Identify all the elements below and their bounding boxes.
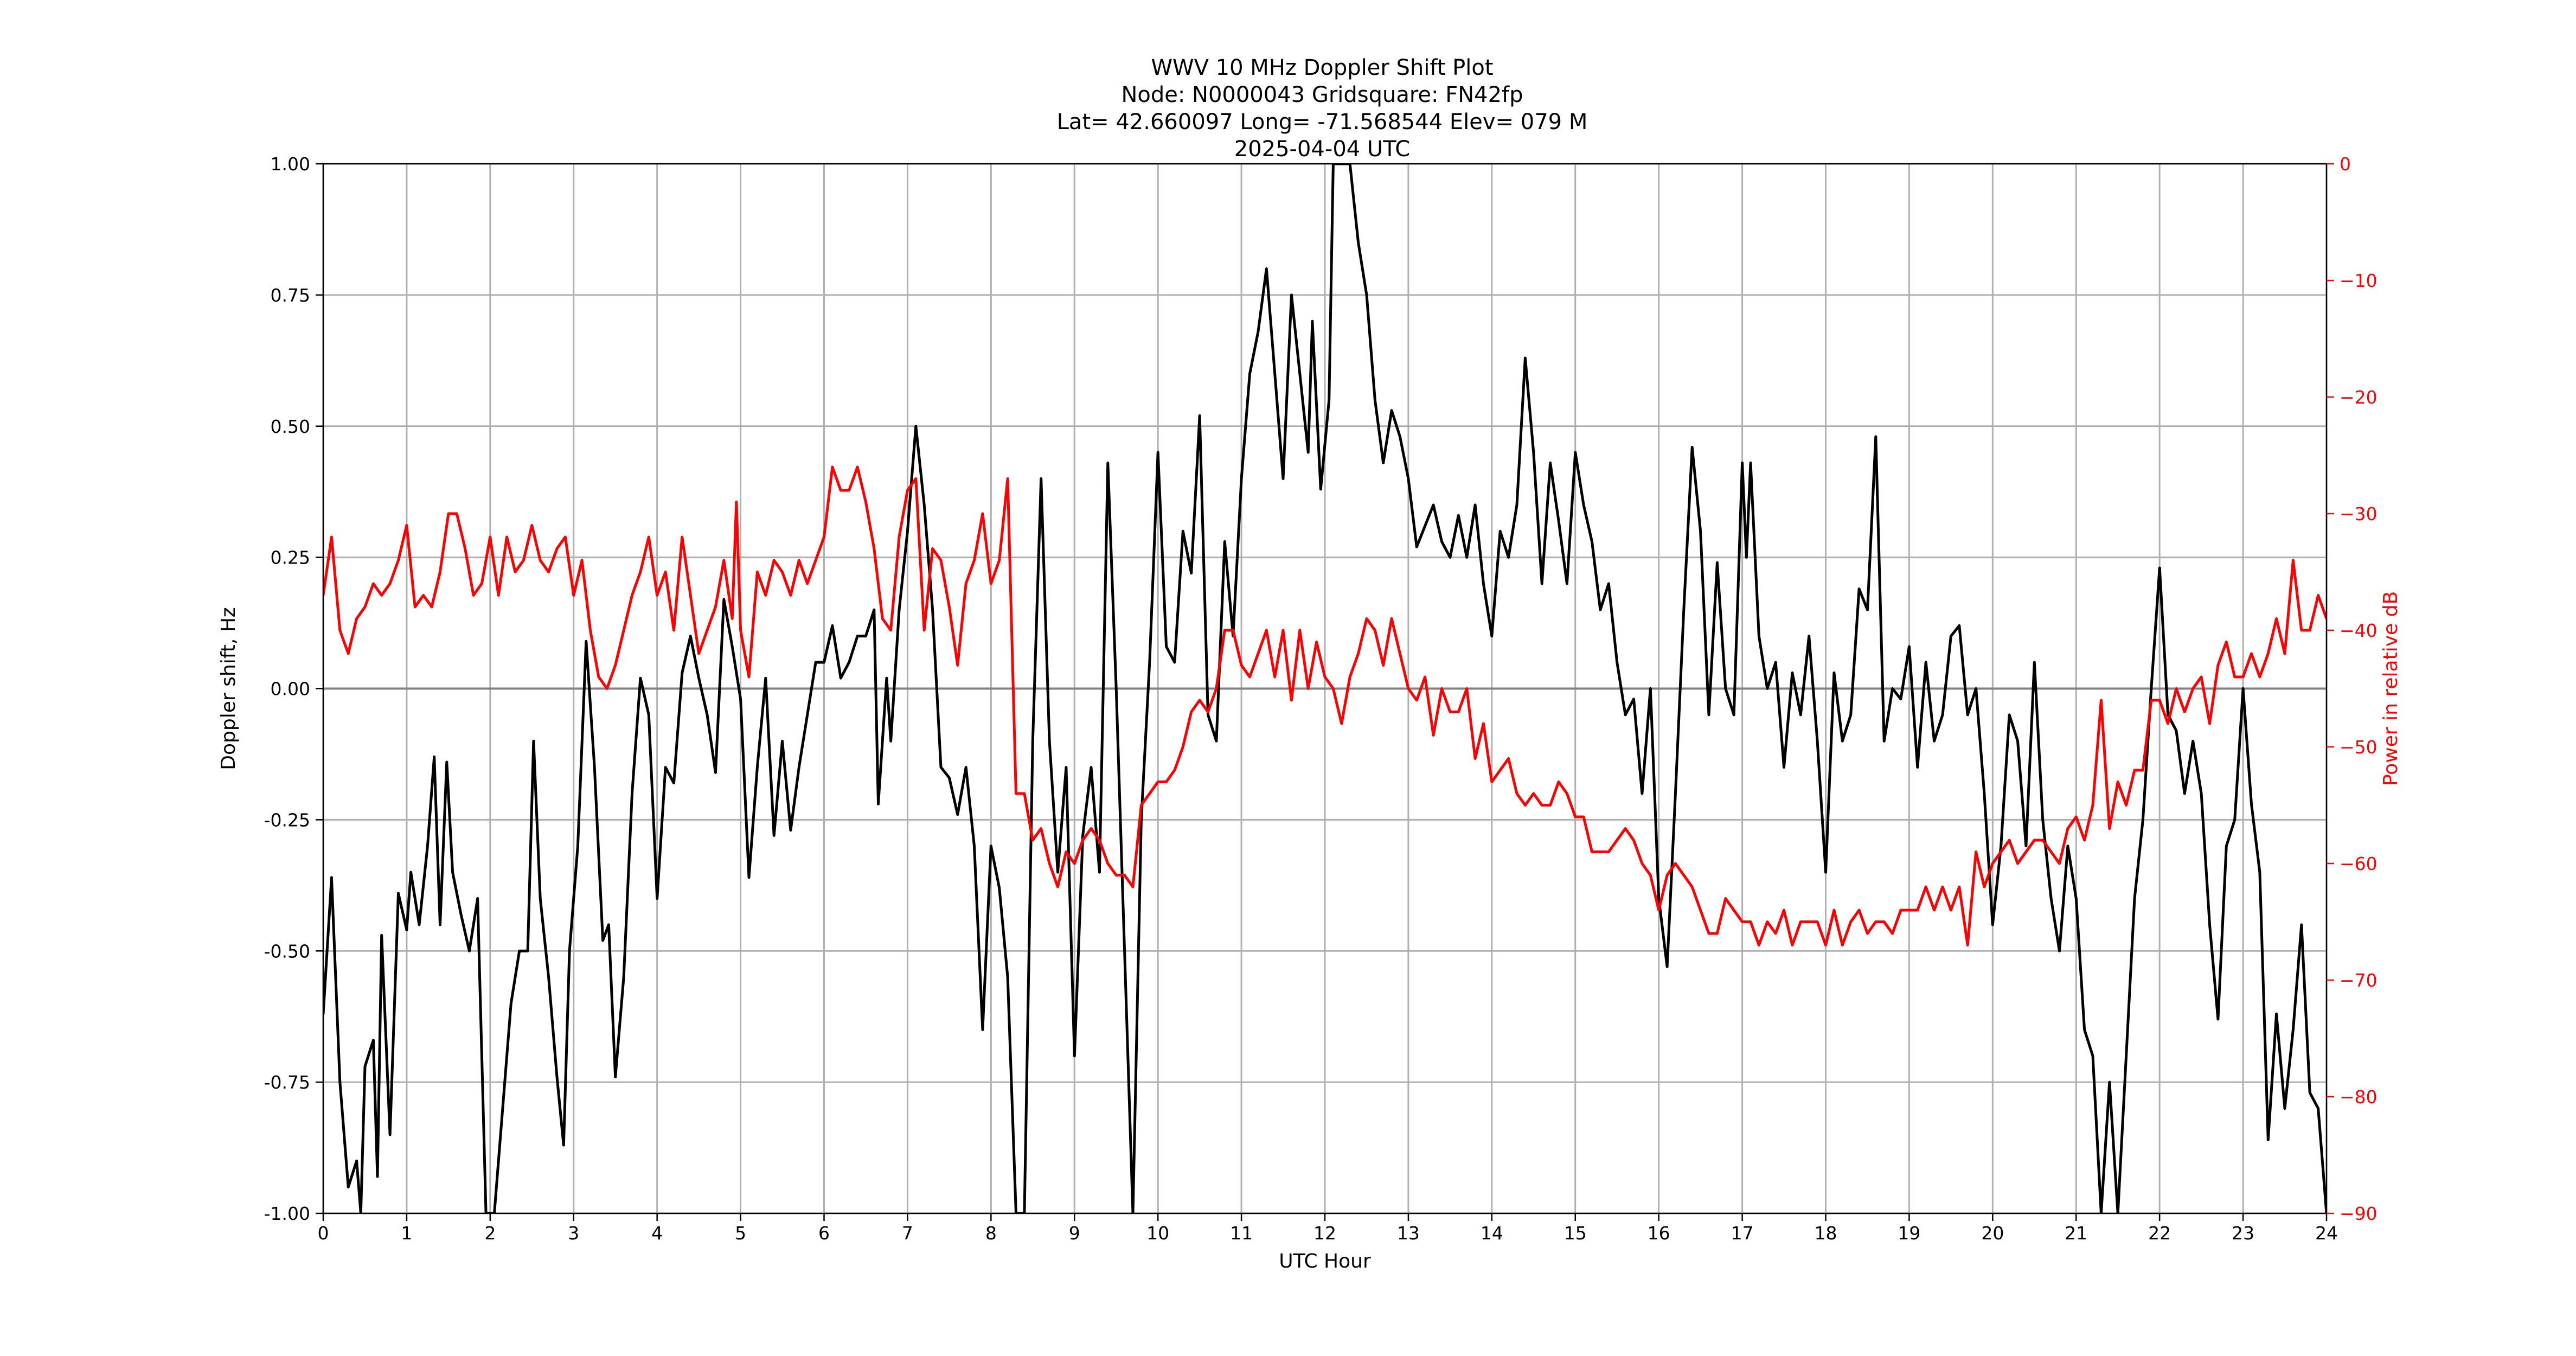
left-y-axis-ticks: -1.00 -0.75 -0.50 -0.25 0.00 0.25 0.50 0.75 1.00 [264, 153, 323, 1224]
power-line [323, 465, 2327, 946]
right-y-tick-label: −60 [2340, 853, 2378, 874]
x-tick-label: 8 [985, 1223, 997, 1244]
chart-title: WWV 10 MHz Doppler Shift Plot Node: N000… [1057, 55, 1588, 162]
x-tick-label: 24 [2315, 1223, 2338, 1244]
x-tick-label: 13 [1397, 1223, 1420, 1244]
x-tick-label: 4 [651, 1223, 663, 1244]
left-y-tick-label: -1.00 [264, 1203, 310, 1224]
right-y-tick-label: −70 [2340, 970, 2378, 991]
x-tick-label: 2 [484, 1223, 496, 1244]
right-y-tick-label: −90 [2340, 1203, 2378, 1224]
left-y-axis-label: Doppler shift, Hz [217, 607, 240, 770]
left-y-tick-label: 0.00 [271, 679, 310, 700]
x-tick-label: 14 [1481, 1223, 1503, 1244]
right-y-tick-label: −20 [2340, 387, 2378, 408]
x-tick-label: 16 [1648, 1223, 1670, 1244]
left-y-tick-label: 0.25 [271, 547, 310, 568]
x-tick-label: 21 [2065, 1223, 2087, 1244]
right-y-tick-label: −10 [2340, 270, 2378, 291]
x-tick-label: 17 [1731, 1223, 1754, 1244]
x-tick-label: 6 [818, 1223, 830, 1244]
right-y-axis-ticks: −90 −80 −70 −60 −50 −40 −30 −20 −10 0 [2327, 153, 2378, 1224]
x-tick-label: 5 [735, 1223, 746, 1244]
title-line-2: Node: N0000043 Gridsquare: FN42fp [1121, 82, 1523, 107]
x-tick-label: 7 [902, 1223, 913, 1244]
x-tick-label: 1 [401, 1223, 412, 1244]
x-tick-label: 12 [1313, 1223, 1336, 1244]
left-y-tick-label: 1.00 [271, 153, 310, 175]
x-tick-label: 20 [1981, 1223, 2004, 1244]
x-tick-label: 3 [568, 1223, 579, 1244]
left-y-tick-label: -0.50 [264, 941, 310, 962]
title-line-3: Lat= 42.660097 Long= -71.568544 Elev= 07… [1057, 110, 1588, 135]
x-axis-label: UTC Hour [1279, 1250, 1371, 1272]
x-tick-label: 0 [318, 1223, 329, 1244]
data-series [323, 164, 2327, 1213]
left-y-tick-label: 0.50 [271, 416, 310, 437]
doppler-shift-line [323, 164, 2327, 1213]
x-axis-ticks: 0 1 2 3 4 5 6 7 8 9 10 11 12 13 14 15 16 17 18 19 20 21 22 23 24 [318, 1213, 2338, 1244]
x-tick-label: 11 [1230, 1223, 1253, 1244]
x-tick-label: 15 [1564, 1223, 1587, 1244]
right-y-tick-label: −40 [2340, 620, 2378, 641]
left-y-tick-label: -0.25 [264, 809, 310, 830]
title-line-1: WWV 10 MHz Doppler Shift Plot [1151, 55, 1493, 80]
x-tick-label: 9 [1069, 1223, 1080, 1244]
right-y-tick-label: −50 [2340, 737, 2378, 758]
x-tick-label: 10 [1146, 1223, 1169, 1244]
x-tick-label: 23 [2232, 1223, 2254, 1244]
right-y-tick-label: −30 [2340, 503, 2378, 525]
x-tick-label: 22 [2148, 1223, 2171, 1244]
x-tick-label: 18 [1815, 1223, 1837, 1244]
left-y-tick-label: -0.75 [264, 1072, 310, 1093]
left-y-tick-label: 0.75 [271, 285, 310, 306]
right-y-tick-label: 0 [2340, 153, 2351, 175]
title-line-4: 2025-04-04 UTC [1234, 137, 1410, 162]
right-y-axis-label: Power in relative dB [2380, 591, 2402, 786]
x-tick-label: 19 [1898, 1223, 1920, 1244]
right-y-tick-label: −80 [2340, 1086, 2378, 1108]
